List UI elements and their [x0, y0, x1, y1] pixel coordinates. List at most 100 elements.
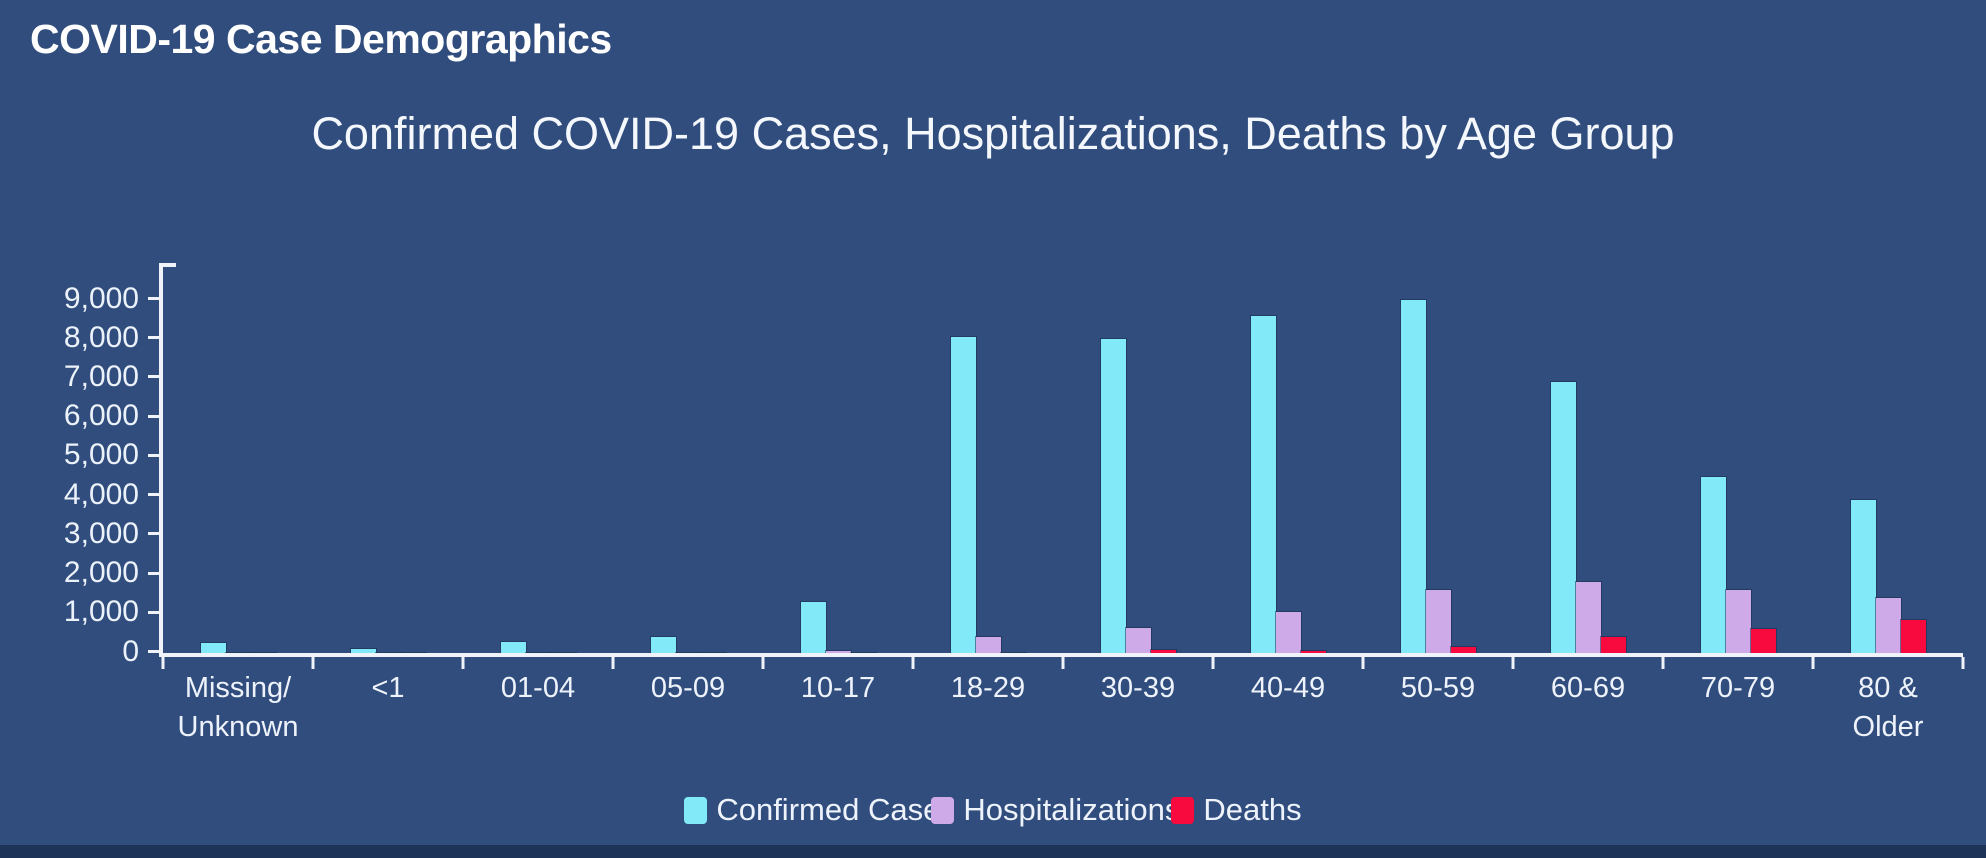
y-tick: 8,000: [64, 321, 163, 354]
bar-group-05-09: [613, 263, 763, 653]
bar-confirmed-cases[interactable]: [1400, 300, 1426, 653]
x-axis-label: 05-09: [650, 672, 726, 704]
x-tick: [461, 657, 465, 669]
bar-confirmed-cases[interactable]: [950, 337, 976, 653]
x-tick: [911, 657, 915, 669]
bar-hospitalizations[interactable]: [1575, 582, 1601, 653]
y-tick-label: 3,000: [63, 516, 139, 550]
legend-item-hospitalizations[interactable]: Hospitalizations: [931, 792, 1180, 828]
bar-confirmed-cases[interactable]: [800, 602, 826, 653]
bar-group--1: [313, 263, 463, 653]
y-tick: 1,000: [64, 595, 163, 628]
y-tick-label: 6,000: [63, 399, 139, 433]
y-tick-label: 9,000: [63, 281, 139, 315]
x-axis-label: 50-59: [1400, 672, 1476, 704]
x-axis-line: [159, 653, 1963, 657]
bar-hospitalizations[interactable]: [1725, 590, 1751, 653]
bar-confirmed-cases[interactable]: [1700, 476, 1726, 653]
legend-item-confirmed-cases[interactable]: Confirmed Case: [684, 792, 940, 828]
y-tick: 7,000: [64, 360, 163, 393]
y-axis-top-cap: [159, 263, 176, 267]
x-axis-labels: Missing/ Unknown <1 01-04 05-09 10-17 18-29 30…: [163, 669, 1963, 747]
legend-item-deaths[interactable]: Deaths: [1171, 792, 1302, 828]
bar-hospitalizations[interactable]: [825, 651, 851, 653]
legend-label: Hospitalizations: [963, 792, 1181, 827]
bar-deaths[interactable]: [1450, 647, 1476, 653]
x-tick: [311, 657, 315, 669]
y-tick: 2,000: [64, 556, 163, 589]
bar-group-18-29: [913, 263, 1063, 653]
x-axis-ticks: [161, 657, 1965, 669]
bars-container: [163, 263, 1963, 653]
y-tick-label: 7,000: [63, 359, 139, 393]
page-title: COVID-19 Case Demographics: [30, 16, 612, 62]
y-tick: 9,000: [64, 282, 163, 315]
x-tick: [1511, 657, 1515, 669]
x-axis-label: 40-49: [1250, 672, 1326, 704]
legend-swatch-confirmed-cases: [684, 796, 708, 824]
bar-confirmed-cases[interactable]: [650, 637, 676, 653]
x-axis-label: 80 & Older: [1852, 672, 1924, 744]
bar-group-missing-unknown: [163, 263, 313, 653]
x-axis-label: 01-04: [500, 672, 576, 704]
x-tick: [1061, 657, 1065, 669]
chart-legend: Confirmed Case Hospitalizations Deaths: [0, 792, 1986, 828]
bar-deaths[interactable]: [1750, 629, 1776, 653]
y-tick-label: 5,000: [63, 438, 139, 472]
bar-hospitalizations[interactable]: [1875, 598, 1901, 653]
bar-group-10-17: [763, 263, 913, 653]
bar-confirmed-cases[interactable]: [350, 649, 376, 653]
x-axis-label: 30-39: [1100, 672, 1176, 704]
chart-title: Confirmed COVID-19 Cases, Hospitalizatio…: [311, 108, 1675, 159]
y-tick-label: 8,000: [63, 320, 139, 354]
x-axis-label: 60-69: [1550, 672, 1626, 704]
x-tick: [1961, 657, 1965, 669]
bar-hospitalizations[interactable]: [975, 637, 1001, 653]
y-tick: 0: [122, 635, 163, 668]
plot-area: 0 1,000 2,000 3,000 4,000 5,000 6,000 7,000 8,00…: [64, 263, 1965, 743]
x-axis-label: <1: [371, 672, 405, 704]
bar-confirmed-cases[interactable]: [1850, 500, 1876, 653]
y-tick-label: 1,000: [63, 595, 139, 629]
y-tick-label: 4,000: [63, 477, 139, 511]
bar-confirmed-cases[interactable]: [1100, 339, 1126, 653]
bar-deaths[interactable]: [1300, 650, 1326, 653]
bar-group-30-39: [1063, 263, 1213, 653]
bar-group-01-04: [463, 263, 613, 653]
bar-deaths[interactable]: [1900, 619, 1926, 653]
bar-group-80-older: [1813, 263, 1963, 653]
x-tick: [611, 657, 615, 669]
y-tick-label: 2,000: [63, 556, 139, 590]
x-axis-label: 10-17: [800, 672, 876, 704]
x-axis-label: Missing/ Unknown: [177, 672, 299, 744]
bar-hospitalizations[interactable]: [1275, 611, 1301, 653]
x-tick: [1811, 657, 1815, 669]
bar-deaths[interactable]: [1600, 637, 1626, 653]
bar-hospitalizations[interactable]: [1425, 590, 1451, 653]
bottom-strip: [0, 845, 1986, 858]
x-tick: [161, 657, 165, 669]
y-tick: 3,000: [64, 517, 163, 550]
bar-confirmed-cases[interactable]: [1550, 382, 1576, 653]
bar-hospitalizations[interactable]: [1125, 627, 1151, 653]
legend-swatch-deaths: [1171, 796, 1195, 824]
x-axis-label: 18-29: [950, 672, 1026, 704]
y-tick: 6,000: [64, 399, 163, 432]
y-tick: 4,000: [64, 478, 163, 511]
bar-group-50-59: [1363, 263, 1513, 653]
y-tick: 5,000: [64, 438, 163, 471]
bar-confirmed-cases[interactable]: [1250, 315, 1276, 653]
bar-group-40-49: [1213, 263, 1363, 653]
y-axis-line: [159, 263, 163, 657]
x-tick: [1661, 657, 1665, 669]
bar-deaths[interactable]: [1150, 649, 1176, 653]
x-axis-label: 70-79: [1700, 672, 1776, 704]
legend-label: Deaths: [1203, 792, 1302, 827]
x-tick: [761, 657, 765, 669]
bar-group-60-69: [1513, 263, 1663, 653]
bar-confirmed-cases[interactable]: [200, 643, 226, 653]
y-tick-label: 0: [122, 634, 139, 668]
bar-confirmed-cases[interactable]: [500, 642, 526, 653]
x-tick: [1361, 657, 1365, 669]
